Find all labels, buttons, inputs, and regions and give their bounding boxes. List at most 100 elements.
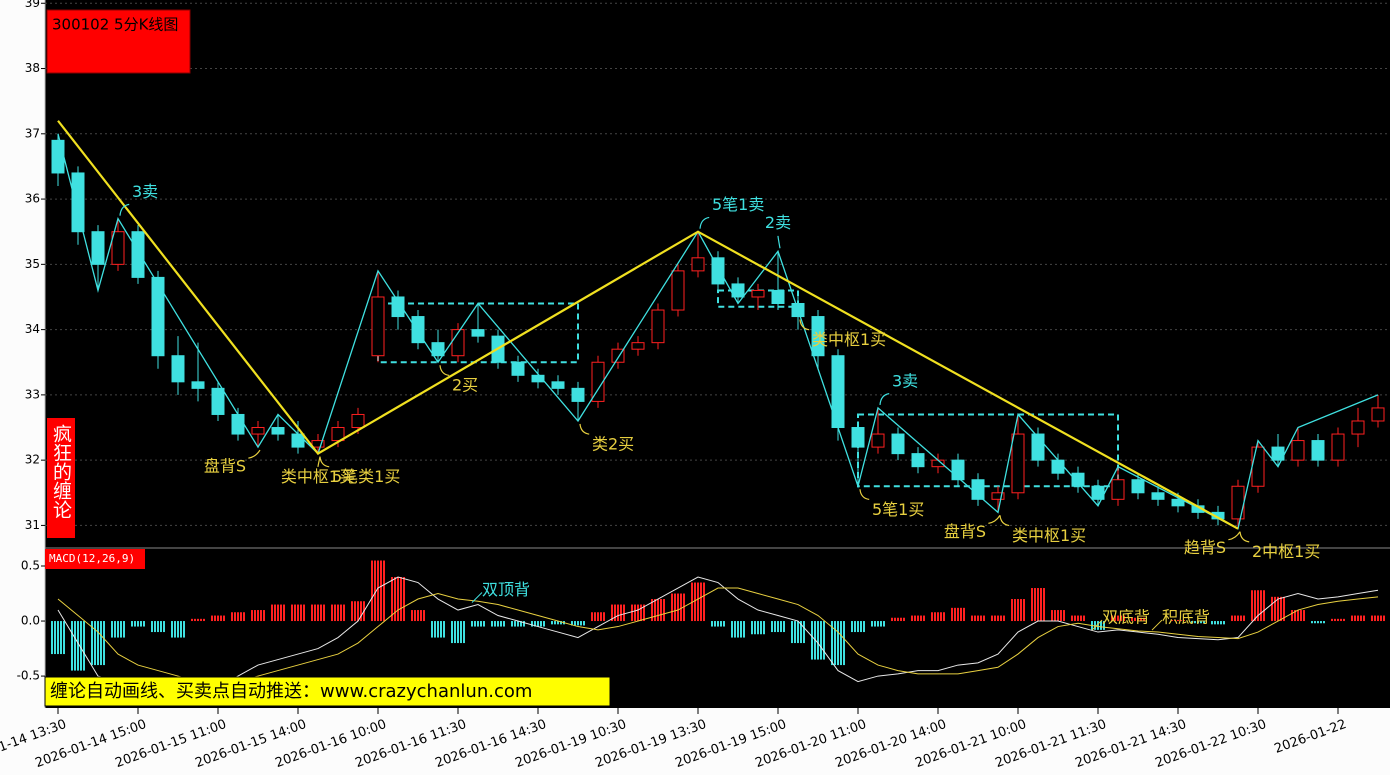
annotation: 2中枢1买	[1252, 542, 1320, 561]
annotation: 5笔类1买	[332, 467, 400, 486]
candle-body	[351, 413, 365, 429]
y-tick-label: 36	[25, 192, 40, 206]
candle-body	[511, 361, 525, 376]
candle-body	[551, 381, 565, 389]
annotation-arrow	[1228, 531, 1241, 541]
candle-body	[211, 387, 225, 415]
candle-body	[271, 427, 285, 435]
candle-body	[371, 296, 385, 357]
macd-title: MACD(12,26,9)	[49, 552, 135, 565]
annotation-arrow	[1091, 619, 1103, 631]
y-tick-label: 34	[25, 322, 40, 336]
annotation: 5笔1卖	[712, 195, 764, 214]
candle-body	[251, 427, 265, 435]
annotation-arrow	[471, 592, 483, 603]
side-label: 疯狂的缠论	[50, 424, 72, 519]
annotation: 类中枢1买	[812, 330, 886, 349]
y-tick-label: 33	[25, 387, 40, 401]
chart-title: 300102 5分K线图	[52, 16, 178, 34]
annotation-arrow	[799, 319, 810, 331]
candle-body	[911, 453, 925, 468]
macd-line	[57, 587, 1379, 683]
candle-body	[1131, 479, 1145, 494]
annotation: 类2买	[592, 434, 634, 453]
y-tick-label: 0.0	[21, 614, 40, 628]
side-box	[47, 418, 75, 538]
candle-body	[1171, 498, 1185, 507]
annotation-arrow	[579, 423, 590, 435]
candle-body	[1291, 440, 1305, 461]
hub	[857, 413, 1119, 488]
candle-body	[91, 231, 105, 265]
candle-body	[331, 427, 345, 442]
annotation-arrow	[248, 449, 261, 459]
candle-body	[311, 440, 325, 448]
candle-body	[1371, 407, 1385, 422]
candle-body	[1231, 485, 1245, 520]
y-tick-label: 38	[25, 61, 40, 75]
candle-body	[851, 427, 865, 448]
candle-body	[871, 433, 885, 448]
annotation-arrow	[879, 393, 890, 405]
candle-body	[1251, 446, 1265, 487]
y-tick-label: 32	[25, 453, 40, 467]
candle-body	[991, 492, 1005, 500]
y-tick-label: -0.5	[17, 669, 40, 683]
candle-body	[1351, 420, 1365, 435]
annotation-arrow	[777, 235, 781, 249]
candle-body	[231, 413, 245, 435]
annotation-arrow	[988, 515, 1001, 524]
y-tick-label: 31	[25, 518, 40, 532]
candle-body	[671, 270, 685, 311]
candle-body	[591, 361, 605, 402]
candle-body	[71, 172, 85, 233]
candle-body	[971, 479, 985, 500]
candle-body	[51, 139, 65, 174]
candle-body	[131, 231, 145, 278]
candle-body	[1071, 472, 1085, 487]
title-box	[46, 9, 191, 74]
annotation-arrow	[119, 203, 130, 216]
y-tick-label: 37	[25, 126, 40, 140]
annotation: 2卖	[765, 213, 791, 232]
annotation: 5笔1买	[872, 500, 924, 519]
candle-body	[1311, 440, 1325, 461]
annotation-arrow	[1239, 531, 1250, 543]
annotation: 3卖	[892, 371, 918, 390]
candle-body	[151, 276, 165, 357]
macd-title-box	[45, 549, 145, 569]
annotation: 双顶背	[482, 580, 530, 599]
annotation-arrow	[999, 515, 1010, 527]
annotation: 盘背S	[204, 457, 246, 476]
candle-body	[711, 257, 725, 285]
annotation: 双底背	[1102, 608, 1150, 627]
candle-body	[531, 374, 545, 383]
banner: 缠论自动画线、买卖点自动推送：www.crazychanlun.com	[50, 681, 532, 702]
candle-body	[751, 289, 765, 298]
annotation: 类中枢1买	[281, 467, 355, 486]
macd-line	[57, 576, 1379, 694]
candle-body	[471, 329, 485, 337]
candle-body	[431, 342, 445, 357]
candle-body	[651, 309, 665, 344]
candle-body	[1331, 433, 1345, 461]
segment-line	[57, 120, 1239, 530]
candle-body	[691, 257, 705, 272]
candle-body	[191, 381, 205, 389]
y-tick-label: 0.5	[21, 559, 40, 573]
candle-body	[1151, 492, 1165, 500]
candle-body	[111, 231, 125, 265]
candle-body	[631, 342, 645, 350]
annotation-arrow	[439, 365, 450, 377]
annotation: 趋背S	[1184, 538, 1226, 557]
annotation-arrow	[699, 216, 710, 229]
candle-body	[291, 433, 305, 448]
stroke-line	[57, 133, 1379, 530]
annotation-arrow	[1151, 619, 1163, 631]
banner-box	[44, 676, 611, 707]
annotation: 3卖	[132, 182, 158, 201]
candle-body	[1111, 479, 1125, 500]
annotation: 2买	[452, 376, 478, 395]
